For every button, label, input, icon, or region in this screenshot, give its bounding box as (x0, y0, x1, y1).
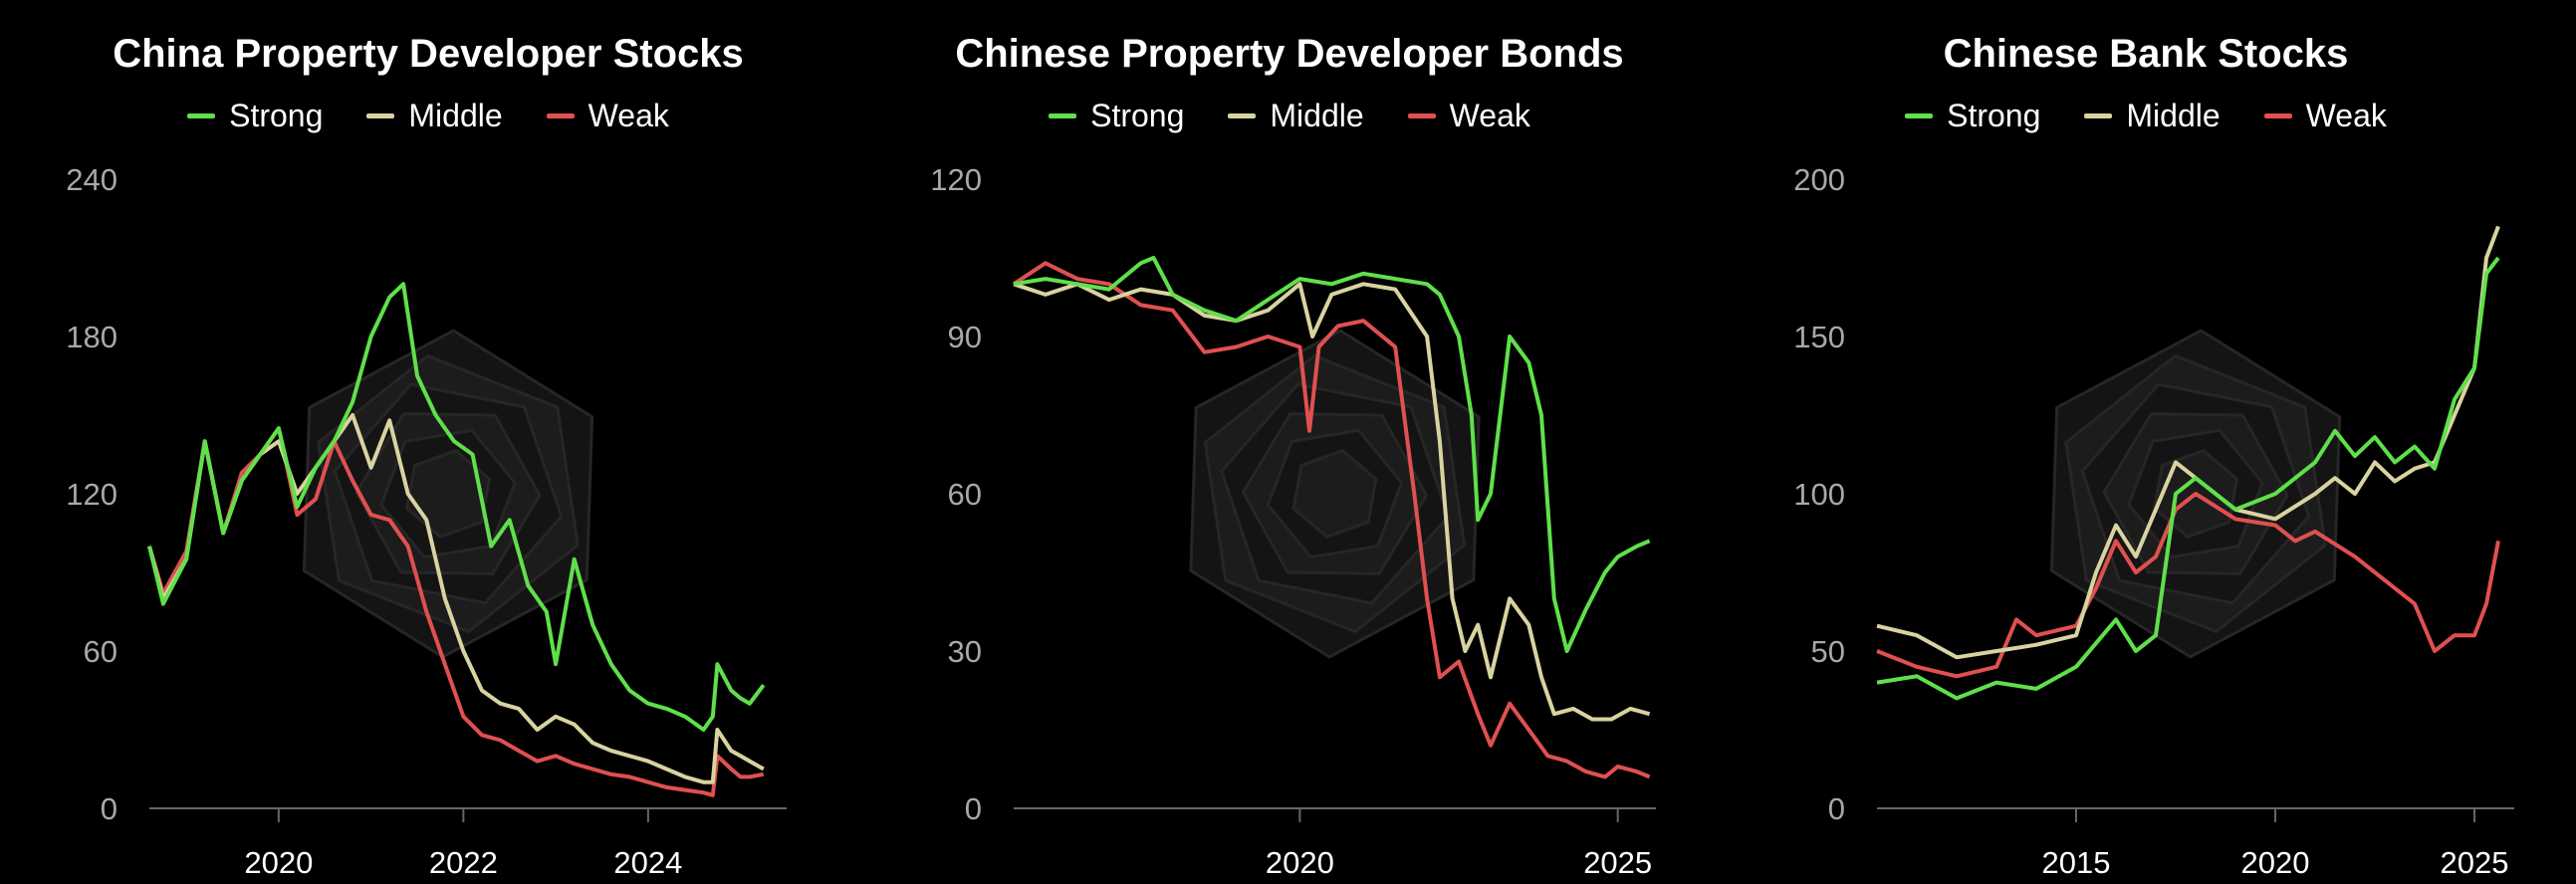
series-line-weak (1876, 492, 2500, 679)
legend-label: Weak (1449, 98, 1530, 133)
chart-title: Chinese Bank Stocks (1943, 32, 2349, 76)
legend-swatch-middle (1228, 113, 1257, 118)
y-tick-label: 200 (1793, 162, 1845, 197)
series-line-strong (1876, 256, 2500, 701)
x-tick-label: 2020 (244, 845, 313, 880)
chart-plot: 0 50 100 150 200 2015 2020 2025 (1793, 162, 2514, 880)
y-tick-label: 60 (84, 634, 117, 669)
legend-swatch-weak (1407, 113, 1436, 118)
y-tick-label: 0 (965, 791, 982, 826)
legend-item-strong: Strong (1049, 98, 1184, 134)
chart-plot: 0 60 120 180 240 2020 2022 2024 (66, 162, 787, 880)
y-tick-label: 60 (948, 477, 982, 512)
legend-label: Middle (408, 98, 503, 133)
x-tick-label: 2015 (2042, 845, 2111, 880)
y-tick-label: 50 (1811, 634, 1845, 669)
legend-item-strong: Strong (187, 98, 323, 134)
chart-legend: Strong Middle Weak (861, 98, 1718, 134)
y-tick-label: 30 (948, 634, 982, 669)
legend-swatch-middle (366, 113, 395, 118)
legend-item-middle: Middle (2084, 98, 2221, 134)
series-line-strong (147, 282, 766, 732)
legend-swatch-strong (1049, 113, 1077, 118)
x-tick-label: 2025 (2441, 845, 2509, 880)
legend-label: Strong (229, 98, 324, 133)
series-line-middle (1013, 282, 1651, 722)
chart-legend: Strong Middle Weak (0, 98, 856, 134)
y-tick-label: 180 (66, 320, 117, 354)
watermark-logo (302, 329, 594, 659)
y-tick-label: 90 (948, 320, 982, 354)
legend-swatch-middle (2084, 113, 2113, 118)
y-tick-label: 120 (930, 162, 982, 197)
legend-swatch-strong (187, 113, 216, 118)
y-tick-label: 240 (66, 162, 117, 197)
legend-label: Strong (1090, 98, 1185, 133)
legend-label: Weak (2305, 98, 2387, 133)
chart-legend: Strong Middle Weak (1718, 98, 2574, 134)
y-tick-label: 0 (101, 791, 117, 826)
chart-plot: 0 30 60 90 120 2020 2025 (930, 162, 1656, 880)
legend-label: Weak (587, 98, 669, 133)
y-tick-label: 120 (66, 477, 117, 512)
legend-swatch-weak (546, 113, 575, 118)
legend-item-strong: Strong (1905, 98, 2040, 134)
legend-swatch-weak (2263, 113, 2292, 118)
x-tick-label: 2022 (429, 845, 498, 880)
watermark-ring (404, 448, 492, 540)
chart-panel-1: Chinese Property Developer Bonds Strong … (861, 0, 1718, 884)
series-line-strong (1013, 256, 1651, 653)
chart-title: Chinese Property Developer Bonds (955, 32, 1624, 76)
y-tick-label: 0 (1828, 791, 1845, 826)
legend-item-middle: Middle (366, 98, 503, 134)
x-tick-label: 2020 (1266, 845, 1334, 880)
legend-label: Middle (2126, 98, 2221, 133)
chart-panel-0: China Property Developer Stocks Strong M… (0, 0, 856, 884)
watermark-ring (1291, 448, 1378, 540)
legend-swatch-strong (1905, 113, 1934, 118)
legend-item-weak: Weak (1407, 98, 1530, 134)
legend-label: Middle (1270, 98, 1364, 133)
legend-label: Strong (1947, 98, 2041, 133)
chart-title: China Property Developer Stocks (113, 32, 744, 76)
y-tick-label: 100 (1793, 477, 1845, 512)
legend-item-weak: Weak (2263, 98, 2387, 134)
chart-panel-2: Chinese Bank Stocks Strong Middle Weak 0… (1718, 0, 2574, 884)
x-tick-label: 2025 (1583, 845, 1652, 880)
legend-item-middle: Middle (1228, 98, 1364, 134)
y-tick-label: 150 (1793, 320, 1845, 354)
legend-item-weak: Weak (546, 98, 669, 134)
x-tick-label: 2020 (2241, 845, 2310, 880)
series-line-weak (1012, 261, 1651, 779)
watermark-logo (1189, 329, 1481, 659)
x-tick-label: 2024 (613, 845, 682, 880)
